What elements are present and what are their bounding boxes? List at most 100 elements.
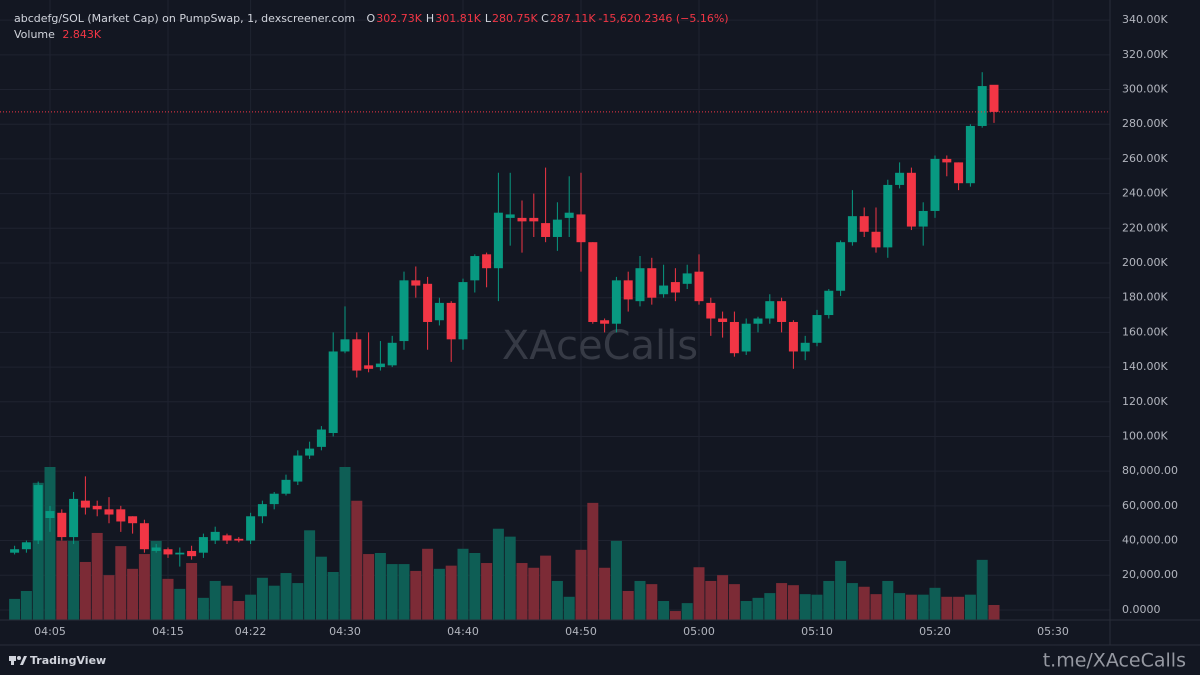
volume-bar (717, 575, 729, 620)
y-tick-label: 160.00K (1122, 325, 1168, 338)
volume-bar (44, 467, 56, 620)
y-tick-label: 20,000.00 (1122, 568, 1178, 581)
volume-bar (870, 594, 882, 620)
volume-layer (9, 467, 1000, 620)
candle-body (871, 231, 881, 248)
volume-bar (386, 564, 398, 620)
volume-bar (858, 586, 870, 620)
volume-bar (20, 590, 32, 620)
y-tick-label: 300.00K (1122, 83, 1168, 96)
candle-body (611, 280, 621, 324)
candle-body (659, 285, 669, 295)
volume-bar (91, 532, 103, 620)
volume-bar (894, 593, 906, 620)
legend-key: H (426, 12, 434, 25)
volume-legend: Volume 2.843K (14, 28, 102, 41)
volume-bar (599, 567, 611, 620)
x-tick-label: 04:40 (447, 625, 479, 638)
legend-change: -15,620.2346 (−5.16%) (598, 12, 728, 25)
candle-body (234, 538, 244, 541)
candle-body (682, 273, 692, 284)
volume-bar (492, 528, 504, 620)
y-tick-label: 80,000.00 (1122, 464, 1178, 477)
candle-body (269, 493, 279, 505)
legend-key: L (485, 12, 492, 25)
candle-body (718, 318, 728, 322)
legend-value: 302.73K (376, 12, 422, 25)
volume-bar (422, 548, 434, 620)
candle-layer (0, 72, 1110, 567)
y-tick-label: 60,000.00 (1122, 499, 1178, 512)
volume-bar (304, 530, 316, 620)
candle-body (836, 242, 846, 291)
volume-bar (646, 584, 658, 620)
candle-body (635, 268, 645, 302)
volume-bar (658, 601, 670, 620)
candle-body (316, 429, 326, 447)
volume-bar (540, 555, 552, 620)
candle-body (45, 511, 55, 518)
x-tick-label: 05:00 (683, 625, 715, 638)
volume-bar (327, 571, 339, 620)
volume-bar (79, 561, 91, 620)
x-tick-label: 05:20 (919, 625, 951, 638)
candle-body (364, 365, 374, 369)
candle-body (470, 256, 480, 281)
volume-bar (209, 580, 221, 620)
volume-bar (186, 563, 198, 620)
volume-bar (823, 580, 835, 620)
volume-bar (481, 563, 493, 620)
y-tick-label: 260.00K (1122, 152, 1168, 165)
volume-bar (398, 564, 410, 620)
y-tick-label: 320.00K (1122, 48, 1168, 61)
y-tick-label: 120.00K (1122, 395, 1168, 408)
volume-value: 2.843K (62, 28, 101, 41)
candle-body (293, 455, 303, 482)
candle-body (942, 158, 952, 163)
legend-value: 280.75K (492, 12, 538, 25)
x-tick-label: 04:05 (34, 625, 66, 638)
volume-bar (953, 596, 965, 620)
footer-brand: TradingView (30, 654, 106, 667)
volume-bar (32, 482, 44, 620)
candle-body (21, 542, 31, 550)
volume-bar (268, 585, 280, 620)
volume-bar (622, 590, 634, 620)
candle-body (375, 363, 385, 368)
candle-body (588, 242, 598, 322)
candle-body (33, 485, 43, 541)
candle-body (257, 504, 267, 517)
volume-bar (457, 548, 469, 620)
volume-bar (728, 584, 740, 620)
candle-body (116, 509, 126, 522)
candle-body (505, 214, 515, 218)
candle-body (328, 351, 338, 433)
volume-bar (315, 556, 327, 620)
x-tick-label: 05:10 (801, 625, 833, 638)
candle-body (706, 302, 716, 319)
candle-body (210, 531, 220, 541)
candle-body (69, 498, 79, 538)
candle-body (340, 339, 350, 352)
volume-bar (964, 594, 976, 620)
candle-body (163, 549, 173, 555)
volume-bar (233, 601, 245, 620)
volume-bar (292, 583, 304, 620)
candle-body (895, 172, 905, 185)
candle-body (458, 282, 468, 340)
candle-body (446, 302, 456, 340)
legend-key: C (541, 12, 549, 25)
volume-bar (882, 580, 894, 620)
volume-bar (221, 585, 233, 620)
volume-bar (115, 546, 127, 620)
volume-bar (917, 594, 929, 620)
volume-bar (929, 587, 941, 620)
volume-bar (469, 552, 481, 620)
candle-body (954, 162, 964, 184)
x-tick-label: 04:50 (565, 625, 597, 638)
candle-body (281, 479, 291, 494)
candle-body (753, 318, 763, 324)
volume-bar (56, 540, 68, 620)
